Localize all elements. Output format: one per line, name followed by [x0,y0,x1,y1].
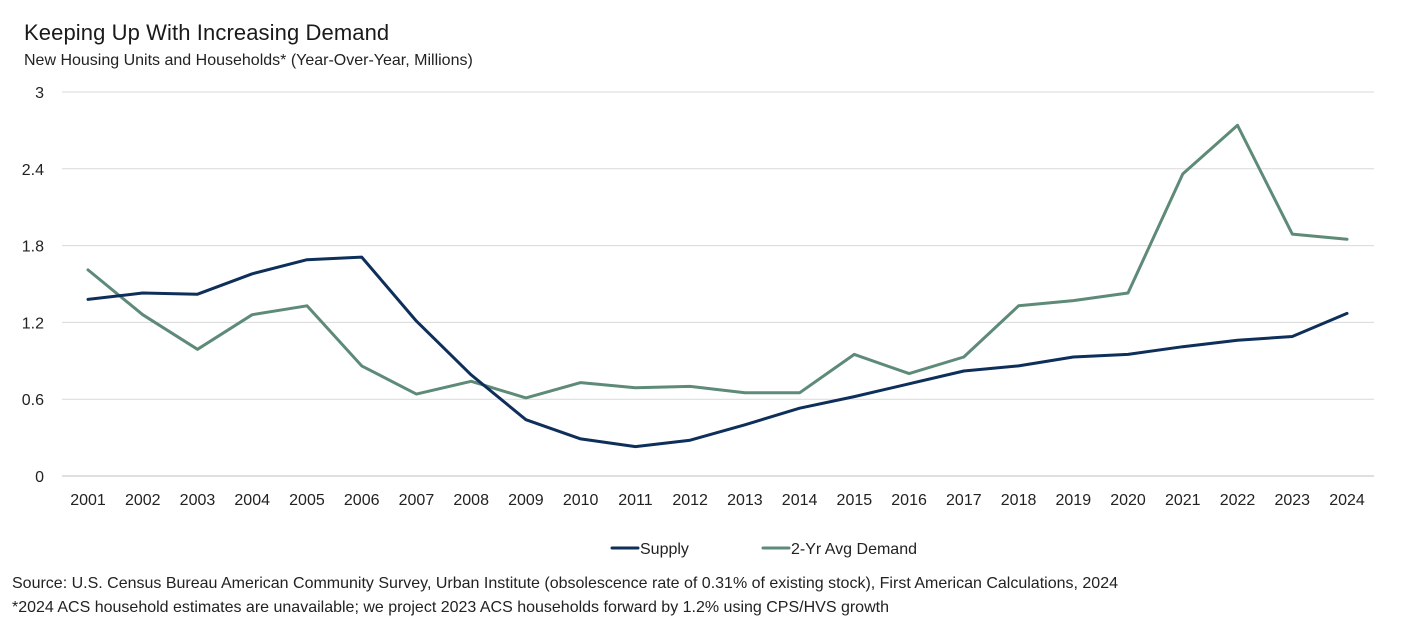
series-line-supply [86,255,1349,449]
legend: Supply 2-Yr Avg Demand [610,541,917,558]
chart-subtitle: New Housing Units and Households* (Year-… [24,52,473,69]
x-tick-label: 2022 [1220,492,1256,509]
x-tick-label: 2024 [1329,492,1365,509]
series-group [86,123,1349,449]
gridlines [62,91,1374,400]
x-tick-label: 2008 [453,492,489,509]
x-tick-label: 2011 [618,492,653,509]
x-tick-label: 2009 [508,492,544,509]
x-tick-label: 2012 [672,492,708,509]
x-tick-label: 2010 [563,492,599,509]
series-line-demand [86,123,1349,400]
y-tick-label: 3 [35,85,44,102]
legend-label-supply: Supply [640,541,689,558]
y-tick-label: 0 [35,469,44,486]
x-tick-label: 2016 [891,492,927,509]
x-tick-label: 2007 [399,492,435,509]
x-tick-label: 2001 [70,492,106,509]
source-note: Source: U.S. Census Bureau American Comm… [12,575,1118,592]
x-tick-label: 2021 [1165,492,1201,509]
x-tick-label: 2017 [946,492,982,509]
y-tick-label: 2.4 [22,162,44,179]
x-tick-label: 2005 [289,492,325,509]
x-tick-label: 2015 [837,492,873,509]
axes: 0 0.6 1.2 1.8 2.4 3 2001 2002 2003 2004 2005 2006 20… [22,85,1374,509]
x-tick-label: 2019 [1056,492,1092,509]
y-tick-label: 1.2 [22,315,44,332]
x-tick-label: 2004 [234,492,270,509]
x-tick-label: 2003 [180,492,216,509]
x-tick-label: 2018 [1001,492,1037,509]
chart-title: Keeping Up With Increasing Demand [24,20,390,45]
x-tick-label: 2002 [125,492,161,509]
y-tick-label: 0.6 [22,392,44,409]
legend-label-demand: 2-Yr Avg Demand [791,541,917,558]
x-tick-label: 2023 [1274,492,1310,509]
x-tick-label: 2013 [727,492,763,509]
y-tick-label: 1.8 [22,239,44,256]
x-tick-label: 2020 [1110,492,1146,509]
x-tick-label: 2014 [782,492,818,509]
x-tick-label: 2006 [344,492,380,509]
footnote: *2024 ACS household estimates are unavai… [12,599,889,616]
